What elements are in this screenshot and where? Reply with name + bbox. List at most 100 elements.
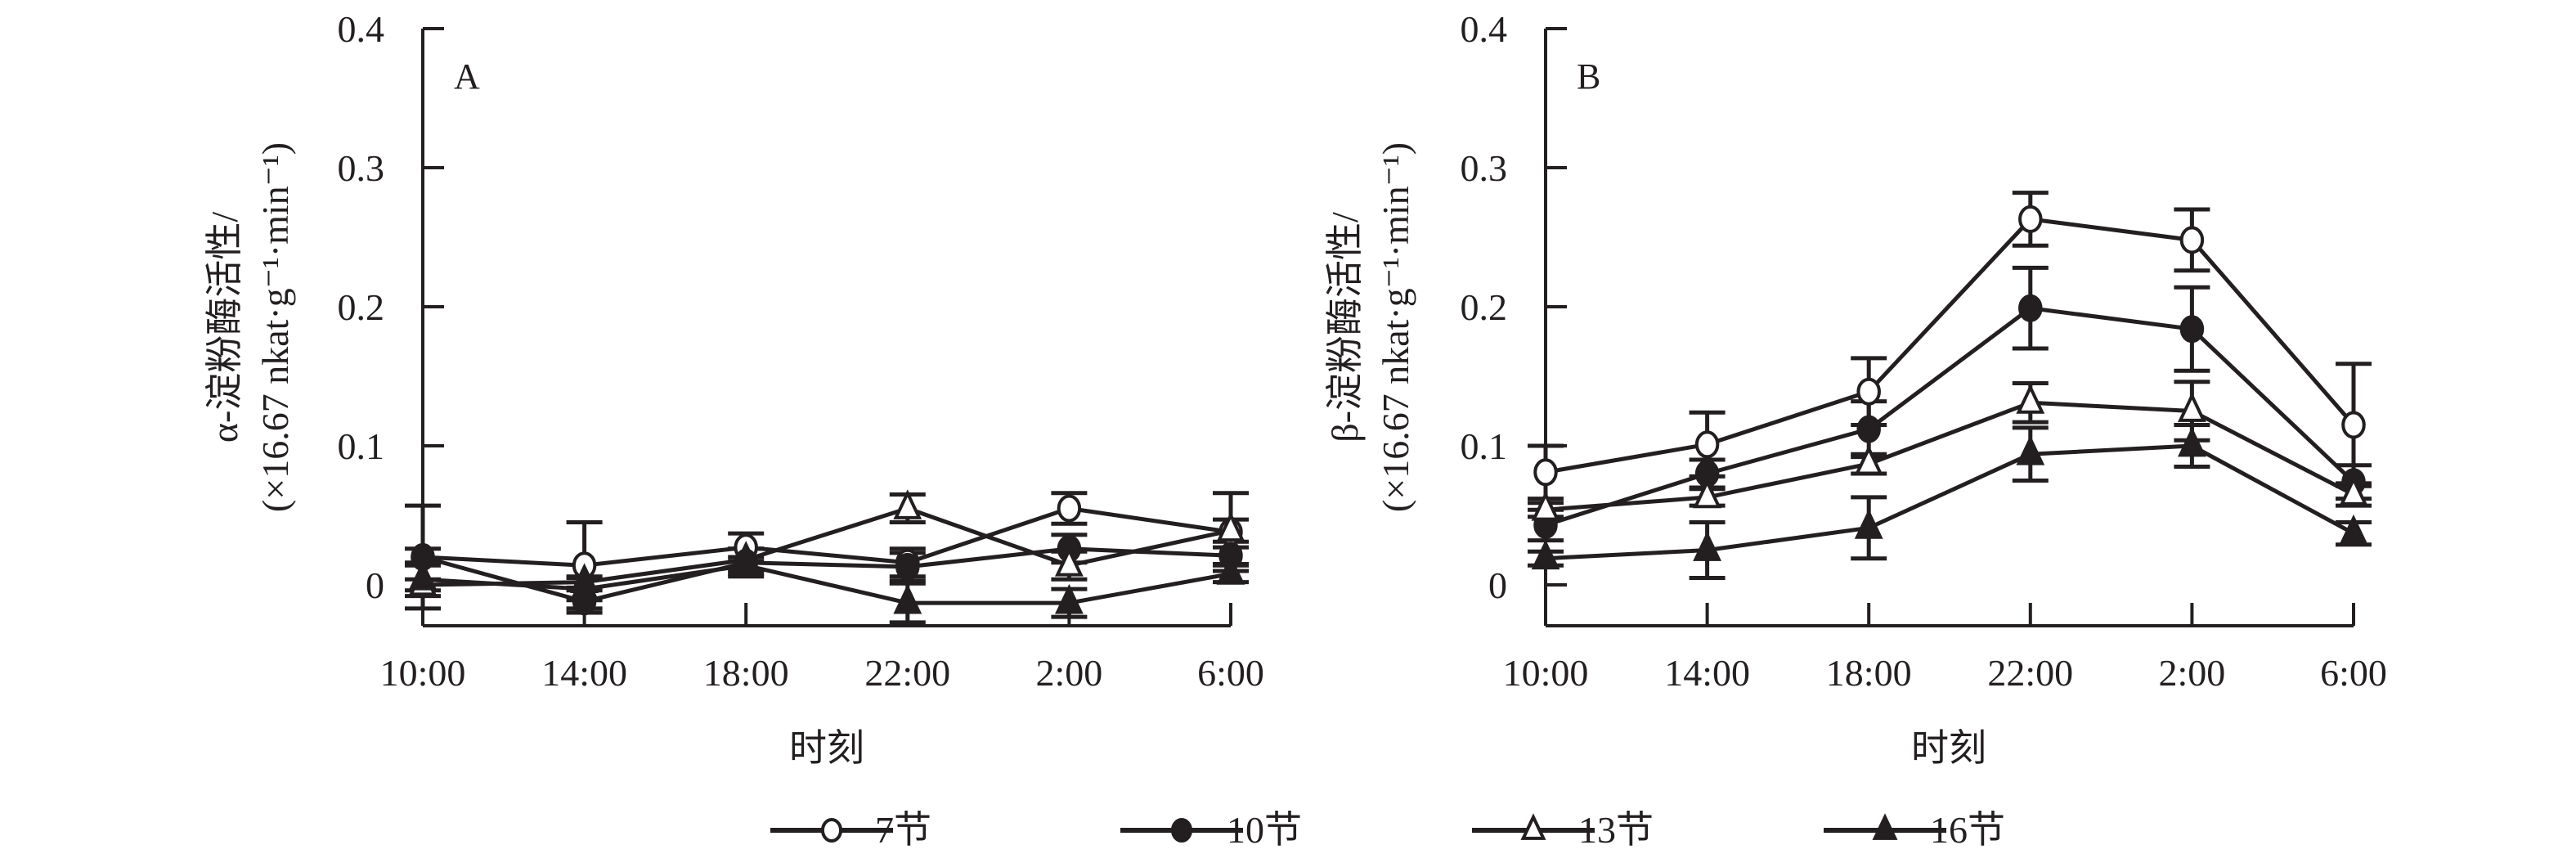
data-point-open-circle <box>1533 458 1558 487</box>
y-tick-label: 0 <box>366 564 384 606</box>
legend-label: 13节 <box>1578 809 1654 851</box>
data-point-filled-triangle <box>2339 514 2368 545</box>
panel-a: A α-淀粉酶活性/ (×16.67 nkat·g⁻¹·min⁻¹) 时刻 00… <box>204 8 1264 769</box>
data-point-open-triangle <box>893 489 922 519</box>
series-filled-triangle <box>405 555 1249 625</box>
panel-axes: 0 0.1 0.2 0.3 0.4 10:00 14:00 18:00 22:00 2:00 6:0… <box>1461 8 2387 694</box>
markers-filled-triangle <box>408 546 1245 614</box>
x-tick-label: 6:00 <box>2320 652 2387 694</box>
legend-label: 16节 <box>1930 809 2005 851</box>
data-point-open-circle <box>2341 411 2366 439</box>
y-tick-label: 0.3 <box>1461 147 1508 189</box>
panel-b-x-axis-title: 时刻 <box>1911 727 1986 769</box>
legend-label: 7节 <box>875 809 931 851</box>
panel-b-ylabel-line1: β-淀粉酶活性/ <box>1324 212 1366 443</box>
series-line <box>422 506 1232 587</box>
legend-marker-filled-circle <box>1120 818 1243 843</box>
panel-b-label: B <box>1577 56 1600 97</box>
y-tick-label: 0.2 <box>1461 286 1508 328</box>
data-point-filled-triangle <box>570 569 599 600</box>
y-tick-label: 0 <box>1488 564 1507 606</box>
data-point-filled-circle <box>2018 294 2043 322</box>
markers-open-circle <box>1533 205 2366 487</box>
panel-a-y-axis-title: α-淀粉酶活性/ (×16.67 nkat·g⁻¹·min⁻¹) <box>204 142 296 512</box>
series-line <box>422 546 1232 604</box>
x-tick-label: 18:00 <box>703 652 789 694</box>
x-tick-label: 6:00 <box>1197 652 1264 694</box>
data-point-open-circle <box>1057 494 1082 523</box>
x-tick-label: 2:00 <box>1036 652 1103 694</box>
legend-label: 10节 <box>1227 809 1302 851</box>
x-tick-label: 10:00 <box>380 652 466 694</box>
legend-item-16: 16节 <box>1824 809 2005 851</box>
y-tick-label: 0.1 <box>338 425 385 467</box>
data-point-open-triangle <box>1054 546 1084 577</box>
markers-filled-triangle <box>1531 426 2368 570</box>
series-line <box>1545 400 2355 512</box>
series-line <box>1545 306 2355 528</box>
series-line <box>1545 443 2355 561</box>
legend-marker-filled-triangle <box>1824 813 1946 840</box>
series-group <box>1528 191 2372 580</box>
series-open-triangle <box>405 492 1249 593</box>
x-tick-label: 22:00 <box>1987 652 2073 694</box>
data-point-filled-triangle <box>1531 539 1560 570</box>
y-tick-label: 0.2 <box>338 286 385 328</box>
data-point-filled-triangle <box>1854 509 1883 539</box>
x-tick-label: 22:00 <box>864 652 950 694</box>
panel-axes: 0 0.1 0.2 0.3 0.4 10:00 14:00 18:00 22:00 2:00 6:0… <box>338 8 1264 694</box>
x-tick-label: 14:00 <box>1664 652 1750 694</box>
y-tick-label: 0.4 <box>1461 8 1508 50</box>
legend-marker-open-triangle <box>1472 813 1595 840</box>
data-point-filled-circle <box>895 552 920 581</box>
data-point-open-circle <box>1694 430 1720 459</box>
series-line <box>422 563 1232 605</box>
data-point-filled-triangle <box>2177 426 2206 457</box>
series-group <box>405 489 1249 625</box>
data-point-open-circle <box>1856 377 1881 406</box>
series-filled-circle <box>405 533 1249 615</box>
series-line <box>1545 217 2355 474</box>
markers-open-triangle <box>408 489 1245 596</box>
data-point-open-triangle <box>2177 392 2206 422</box>
panel-b-y-axis-title: β-淀粉酶活性/ (×16.67 nkat·g⁻¹·min⁻¹) <box>1324 142 1416 512</box>
legend-marker-open-circle <box>770 818 893 843</box>
panel-b-ylabel-line2: (×16.67 nkat·g⁻¹·min⁻¹) <box>1375 142 1416 512</box>
x-tick-label: 14:00 <box>541 652 627 694</box>
x-tick-label: 10:00 <box>1503 652 1589 694</box>
data-point-filled-triangle <box>1216 555 1245 585</box>
data-point-open-triangle <box>1216 511 1245 542</box>
data-point-filled-triangle <box>731 546 761 577</box>
panel-a-x-axis-title: 时刻 <box>789 727 864 769</box>
series-open-triangle <box>1528 380 2372 519</box>
data-point-filled-circle <box>2179 315 2205 344</box>
data-point-filled-triangle <box>408 560 438 591</box>
series-open-circle <box>1528 191 2372 501</box>
data-point-filled-triangle <box>2016 434 2045 465</box>
data-point-open-triangle <box>1693 478 1722 509</box>
data-point-open-circle <box>2179 226 2205 254</box>
panel-a-ylabel-line2: (×16.67 nkat·g⁻¹·min⁻¹) <box>254 142 296 512</box>
x-tick-label: 18:00 <box>1826 652 1912 694</box>
data-point-open-triangle <box>1531 490 1560 521</box>
data-point-open-circle <box>2018 205 2043 233</box>
legend-symbol <box>1170 818 1193 843</box>
legend: 7节 10节 13节 16节 <box>770 809 2005 851</box>
x-tick-label: 2:00 <box>2159 652 2226 694</box>
markers-open-triangle <box>1531 384 2368 521</box>
legend-item-13: 13节 <box>1472 809 1654 851</box>
panel-b: B β-淀粉酶活性/ (×16.67 nkat·g⁻¹·min⁻¹) 时刻 00… <box>1324 8 2387 769</box>
data-point-filled-triangle <box>893 583 922 614</box>
data-point-filled-triangle <box>1054 583 1084 614</box>
y-tick-label: 0.3 <box>338 147 385 189</box>
legend-item-7: 7节 <box>770 809 931 851</box>
series-line <box>422 506 1232 568</box>
legend-item-10: 10节 <box>1120 809 1302 851</box>
markers-filled-circle <box>411 534 1243 616</box>
data-point-open-triangle <box>2339 475 2368 506</box>
y-tick-label: 0.4 <box>338 8 385 50</box>
data-point-filled-circle <box>1856 415 1881 443</box>
y-tick-label: 0.1 <box>1461 425 1508 467</box>
legend-symbol <box>1872 813 1898 840</box>
